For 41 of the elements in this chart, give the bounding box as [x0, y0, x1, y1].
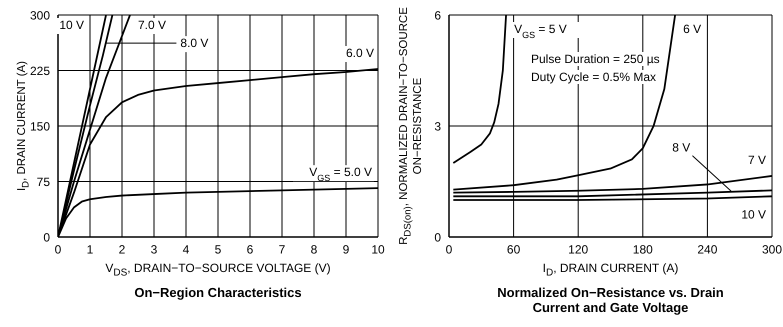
text: On−Region Characteristics — [133, 285, 303, 300]
y-tick-label: 225 — [30, 64, 50, 78]
x-tick-label: 6 — [246, 242, 254, 257]
text: 8 V — [672, 140, 690, 155]
x-tick-label: 0 — [54, 242, 62, 257]
y-tick-label: 6 — [434, 8, 442, 22]
series-label: 10 V — [59, 18, 84, 32]
x-tick-label: 240 — [697, 242, 718, 257]
x-tick-label: 10 — [371, 242, 385, 257]
text: 8.0 V — [180, 36, 208, 50]
y-tick-label: 300 — [30, 8, 50, 22]
y-tick-label: 75 — [36, 174, 50, 189]
annotation: Pulse Duration = 250 µs — [529, 52, 662, 66]
x-tick-label: 120 — [568, 242, 589, 257]
x-tick-label: 60 — [506, 242, 521, 257]
x-tick-label: 1 — [86, 242, 94, 257]
text: Normalized On−Resistance vs. Drain Current and Gate Voltage — [496, 285, 725, 315]
x-axis-title: V$_{DS}$, DRAIN−TO−SOURCE VOLTAGE (V) — [104, 261, 332, 278]
x-tick-label: 180 — [632, 242, 654, 257]
series-label: 6.0 V — [346, 46, 374, 60]
x-tick-label: 8 — [310, 242, 318, 257]
x-tick-label: 5 — [214, 242, 222, 257]
y-tick-label: 150 — [30, 119, 50, 134]
series-label: 7.0 V — [138, 18, 166, 32]
series-label: 6 V — [683, 22, 702, 36]
x-tick-label: 2 — [118, 242, 126, 257]
y-tick-label: 3 — [434, 119, 442, 134]
x-tick-label: 300 — [762, 242, 782, 257]
x-tick-label: 0 — [446, 242, 453, 257]
series-label: V$_{GS}$ = 5 V — [514, 22, 567, 40]
series-label: 10 V — [741, 207, 766, 222]
x-axis-title: I$_{D}$, DRAIN CURRENT (A) — [542, 261, 680, 278]
annotation: Duty Cycle = 0.5% Max — [529, 70, 658, 84]
x-tick-label: 7 — [278, 242, 286, 257]
y-tick-label: 0 — [43, 230, 50, 244]
x-tick-label: 9 — [342, 242, 350, 257]
y-tick-label: 0 — [434, 230, 442, 244]
series-label: 7 V — [748, 152, 766, 167]
series-label: V$_{GS}$ = 5.0 V — [309, 165, 372, 184]
x-tick-label: 4 — [182, 242, 190, 257]
x-tick-label: 3 — [150, 242, 158, 257]
